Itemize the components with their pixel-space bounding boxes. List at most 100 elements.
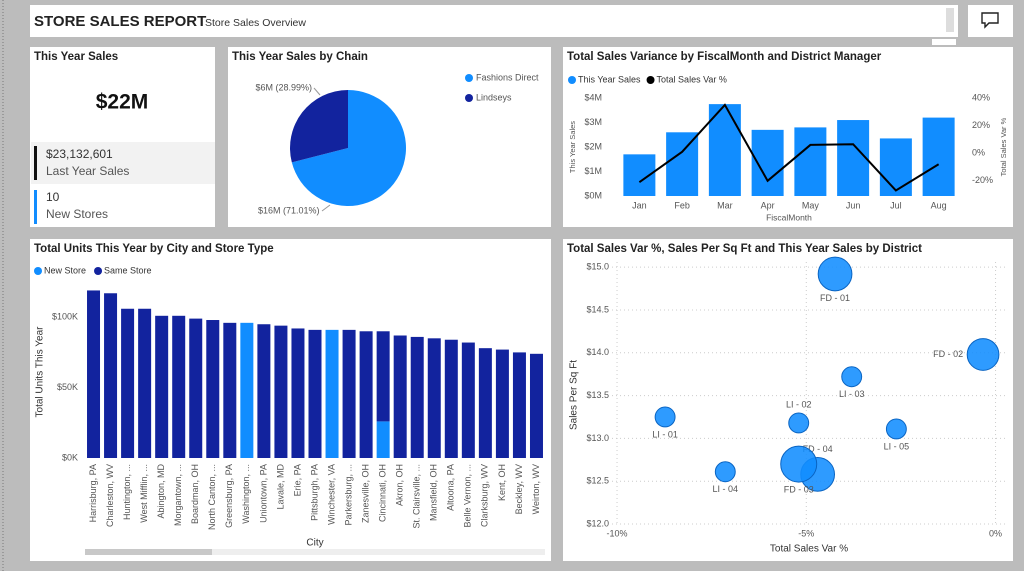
card-value: $22M [96,91,149,114]
bar [393,335,407,458]
legend-label: This Year Sales [578,74,641,84]
bubble-label: FD - 01 [820,293,850,303]
bar [189,318,203,458]
legend-swatch [94,267,103,275]
bar [291,328,305,458]
y-tick-label: $1M [584,166,602,176]
bar [461,342,475,458]
bubble [817,256,853,292]
y-tick-label: $50K [57,382,78,392]
x-axis-title: City [306,538,323,549]
legend-label: New Store [44,265,86,275]
leader-line [321,204,331,212]
x-tick-label: Erie, PA [292,464,302,496]
x-tick-label: Beckley, WV [514,464,524,514]
x-tick-label: Huntington, ... [122,464,132,520]
y2-tick-label: -20% [972,175,993,185]
bubble-label: FD - 03 [784,484,814,494]
kpi-accent [34,146,37,180]
x-tick-label: Winchester, VA [326,464,336,525]
panel-handle [932,39,956,45]
bubble-label: LI - 03 [839,389,865,399]
kpi-label: Last Year Sales [46,164,129,178]
pie-slice [289,90,348,163]
bar [837,120,870,196]
x-axis-title: FiscalMonth [766,212,812,222]
data-label: $16M (71.01%) [258,205,320,215]
bubble [788,412,810,434]
header-panel [30,5,958,37]
bar [325,329,339,458]
leader-line [313,87,321,96]
bar [240,322,254,458]
y-tick-label: $12.5 [586,476,609,486]
bar [206,320,220,458]
bar [794,127,827,196]
y-axis-title: Sales Per Sq Ft [569,360,580,430]
kpi-row [31,142,215,184]
x-tick-label: Pittsburgh, PA [309,464,319,521]
x-tick-label: Jan [632,200,647,210]
bubble-label: LI - 05 [884,441,910,451]
bubble [780,445,818,483]
x-tick-label: Washington, ... [241,464,251,524]
legend-label: Total Sales Var % [657,74,727,84]
x-tick-label: May [802,200,820,210]
x-tick-label: Zanesville, OH [360,464,370,523]
y-tick-label: $14.0 [586,347,609,357]
bar [529,353,543,458]
y2-tick-label: 20% [972,120,990,130]
y-tick-label: $13.0 [586,433,609,443]
kpi-value: 10 [46,190,60,204]
x-tick-label: Aug [931,200,947,210]
y-tick-label: $15.0 [586,262,609,272]
bar [427,338,441,458]
x-tick-label: Akron, OH [395,464,405,506]
x-tick-label: Clarksburg, WV [480,464,490,527]
bar [359,331,373,458]
bar [410,336,424,458]
comment-button[interactable] [968,5,1013,37]
bar [444,339,458,458]
bar [138,308,152,458]
y2-tick-label: 40% [972,92,990,102]
x-tick-label: Jun [846,200,861,210]
pie-slice [291,90,406,207]
x-tick-label: Altoona, PA [446,464,456,511]
x-tick-label: Apr [761,200,775,210]
y-tick-label: $100K [52,312,78,322]
x-tick-label: Mansfield, OH [429,464,439,521]
legend-label: Fashions Direct [476,72,539,82]
bar [376,331,390,422]
bar [666,132,699,196]
x-tick-label: Lavale, MD [275,464,285,510]
x-tick-label: Uniontown, PA [258,464,268,523]
legend-swatch [465,94,473,102]
x-tick-label: 0% [989,528,1002,538]
scrollbar-thumb [85,549,212,555]
x-tick-label: Abington, MD [156,464,166,519]
chart-title: Total Sales Var %, Sales Per Sq Ft and T… [567,243,922,255]
report-title: STORE SALES REPORT [34,13,206,30]
legend-swatch [646,76,655,84]
line [638,103,940,192]
x-tick-label: Feb [674,200,690,210]
x-tick-label: Kent, OH [497,464,507,501]
bar [512,352,526,458]
bubble [966,338,1000,371]
bubble-label: LI - 02 [786,399,812,409]
bar [223,322,237,458]
card-panel [30,47,215,227]
legend-swatch [568,76,576,84]
bar [342,329,356,458]
x-tick-label: Charleston, WV [105,464,115,527]
report-subtitle: Store Sales Overview [205,17,306,29]
x-axis-title: Total Sales Var % [770,544,848,555]
legend-label: Same Store [104,265,152,275]
bar [172,315,186,458]
x-tick-label: St. Clairsville, ... [412,464,422,529]
x-tick-label: Belle Vernon, ... [463,464,473,528]
kpi-value: $23,132,601 [46,147,113,161]
bar [376,421,390,458]
